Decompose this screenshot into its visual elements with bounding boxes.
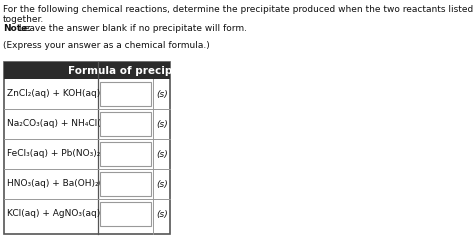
Text: FeCl₃(aq) + Pb(NO₃)₂(aq)→: FeCl₃(aq) + Pb(NO₃)₂(aq)→: [7, 150, 127, 158]
Text: Formula of precipitate: Formula of precipitate: [68, 66, 200, 76]
Bar: [4, 62, 170, 234]
Text: (s): (s): [156, 150, 168, 158]
Text: Na₂CO₃(aq) + NH₄Cl(aq)→: Na₂CO₃(aq) + NH₄Cl(aq)→: [7, 120, 123, 128]
Text: Note:: Note:: [3, 24, 31, 33]
Text: For the following chemical reactions, determine the precipitate produced when th: For the following chemical reactions, de…: [3, 5, 474, 14]
Text: Leave the answer blank if no precipitate will form.: Leave the answer blank if no precipitate…: [17, 24, 247, 33]
Text: (s): (s): [156, 210, 168, 218]
Bar: [100, 172, 151, 196]
Text: (Express your answer as a chemical formula.): (Express your answer as a chemical formu…: [3, 41, 210, 50]
Bar: [100, 202, 151, 226]
Bar: [100, 142, 151, 166]
Bar: [100, 112, 151, 136]
Text: (s): (s): [156, 120, 168, 128]
Text: KCl(aq) + AgNO₃(aq)→: KCl(aq) + AgNO₃(aq)→: [7, 210, 108, 218]
Text: (s): (s): [156, 180, 168, 188]
Bar: [100, 82, 151, 106]
Text: ZnCl₂(aq) + KOH(aq)→: ZnCl₂(aq) + KOH(aq)→: [7, 90, 108, 98]
Text: together.: together.: [3, 14, 44, 24]
Bar: [4, 62, 170, 79]
Text: HNO₃(aq) + Ba(OH)₂(aq)→: HNO₃(aq) + Ba(OH)₂(aq)→: [7, 180, 125, 188]
Text: (s): (s): [156, 90, 168, 98]
